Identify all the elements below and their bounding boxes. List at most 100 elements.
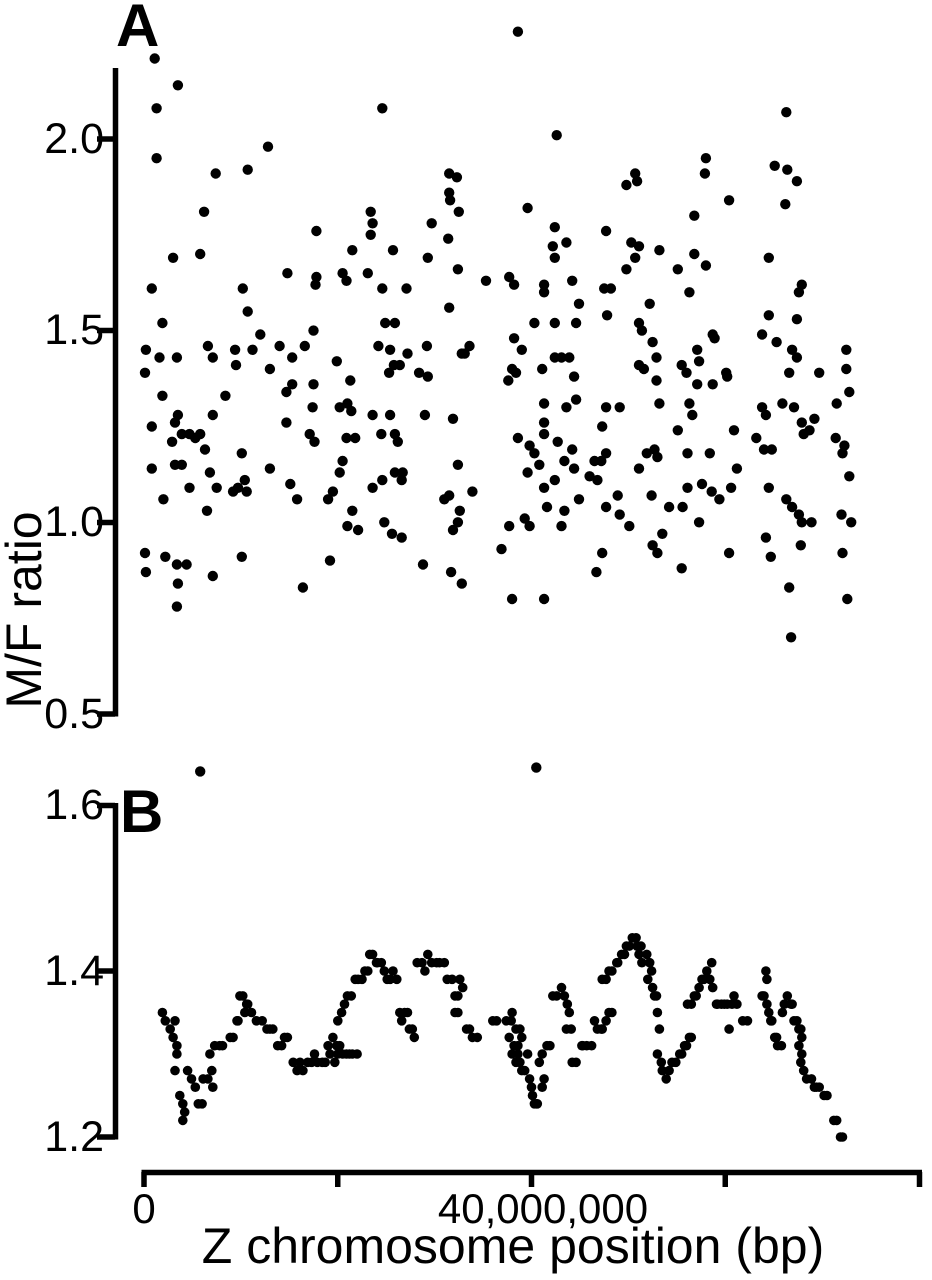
data-point-a xyxy=(549,222,560,233)
data-point-a xyxy=(601,310,613,321)
data-point-a xyxy=(592,474,603,486)
data-point-a xyxy=(791,314,803,325)
data-point-a xyxy=(337,455,348,467)
data-point-a xyxy=(693,517,705,528)
data-point-a xyxy=(334,402,345,413)
ytick-label-1.2: 1.2 xyxy=(44,1113,104,1161)
data-point-a xyxy=(401,283,412,294)
data-point-a xyxy=(274,340,285,352)
data-point-b xyxy=(288,1057,299,1068)
data-point-a xyxy=(614,402,625,413)
data-point-b xyxy=(771,1032,782,1043)
data-point-a xyxy=(597,421,608,432)
data-point-a xyxy=(242,164,253,175)
data-point-a xyxy=(452,459,464,470)
data-point-a xyxy=(763,252,774,263)
data-point-b xyxy=(513,1040,523,1051)
data-point-a xyxy=(247,344,258,355)
data-point-b xyxy=(217,1040,228,1051)
data-point-b xyxy=(246,1007,257,1018)
data-point-a xyxy=(538,417,550,428)
data-point-a xyxy=(728,425,740,436)
data-point-b xyxy=(205,1049,215,1059)
data-point-a xyxy=(537,363,548,375)
data-point-b xyxy=(172,1049,182,1059)
data-point-a xyxy=(677,501,688,513)
data-point-a xyxy=(837,448,848,459)
data-point-a xyxy=(149,53,160,64)
data-point-b xyxy=(526,1082,537,1092)
data-point-b xyxy=(357,974,367,985)
data-point-a xyxy=(624,520,635,532)
data-point-a xyxy=(396,474,407,486)
data-point-a xyxy=(176,459,187,470)
data-point-b xyxy=(168,1032,178,1043)
data-point-a xyxy=(151,103,162,114)
data-point-b xyxy=(647,982,658,993)
data-point-b xyxy=(564,1007,575,1018)
data-point-b xyxy=(282,1032,293,1043)
data-point-b xyxy=(298,1065,308,1076)
data-point-b xyxy=(612,957,623,968)
data-point-a xyxy=(453,206,464,217)
data-point-a xyxy=(795,540,806,551)
data-point-a xyxy=(452,264,464,275)
data-point-b xyxy=(392,974,402,985)
data-point-b xyxy=(517,1032,527,1043)
data-point-a xyxy=(591,566,602,578)
data-point-b xyxy=(656,1057,667,1068)
data-point-a xyxy=(549,317,560,329)
data-point-a xyxy=(309,436,320,447)
data-point-b xyxy=(551,991,562,1001)
data-point-a xyxy=(780,199,791,210)
data-point-a xyxy=(769,160,780,171)
data-point-b xyxy=(396,1016,407,1026)
data-point-b xyxy=(806,1074,817,1084)
data-point-a xyxy=(621,264,632,275)
data-point-b xyxy=(186,1074,197,1084)
data-point-a xyxy=(786,344,798,355)
data-point-b xyxy=(507,1049,517,1059)
data-point-a xyxy=(512,432,524,444)
data-point-a xyxy=(347,505,358,516)
data-point-a xyxy=(570,394,582,405)
data-point-a xyxy=(784,367,795,378)
data-point-b xyxy=(767,1016,777,1026)
data-point-b xyxy=(644,957,655,968)
data-point-b xyxy=(571,1057,581,1068)
data-point-a xyxy=(417,559,429,570)
data-point-a xyxy=(722,371,733,382)
data-point-a xyxy=(568,463,580,474)
data-point-a xyxy=(504,520,515,532)
data-point-a xyxy=(796,417,807,428)
data-point-b xyxy=(762,974,772,985)
data-point-a xyxy=(311,225,322,237)
data-point-a xyxy=(365,229,376,240)
data-point-b xyxy=(402,1007,413,1018)
data-point-a xyxy=(633,463,645,474)
data-point-b xyxy=(385,974,395,985)
data-point-a xyxy=(508,279,520,290)
x-axis-title: Z chromosome position (bp) xyxy=(201,1218,825,1274)
data-point-a xyxy=(692,379,703,390)
data-point-a xyxy=(836,509,847,520)
data-point-a xyxy=(600,402,612,413)
data-point-b xyxy=(363,966,373,976)
data-point-a xyxy=(831,398,842,409)
data-point-b xyxy=(586,1040,597,1051)
data-point-a xyxy=(236,448,247,459)
data-point-a xyxy=(561,237,572,248)
data-point-b xyxy=(545,1040,555,1051)
data-point-a xyxy=(751,432,762,444)
data-point-a xyxy=(383,367,395,378)
data-point-a xyxy=(731,463,743,474)
data-point-a xyxy=(422,371,433,382)
panel-b-points xyxy=(157,933,848,1142)
data-point-a xyxy=(464,340,475,352)
data-point-a xyxy=(516,344,527,355)
data-point-a xyxy=(151,153,162,164)
data-point-a xyxy=(230,359,242,371)
data-point-a xyxy=(785,632,797,643)
data-point-a xyxy=(841,363,852,375)
